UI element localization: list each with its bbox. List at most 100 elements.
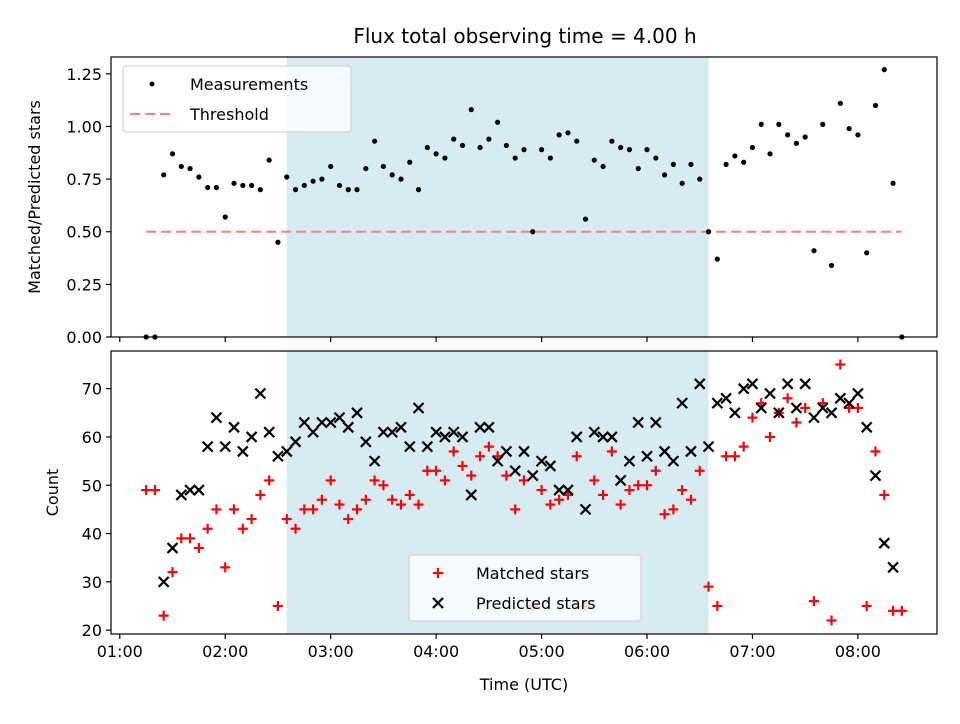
predicted-star-point — [412, 402, 425, 414]
measurement-point — [161, 172, 167, 178]
predicted-star-point — [254, 387, 267, 400]
measurement-point — [864, 250, 870, 256]
measurement-point — [231, 180, 237, 186]
predicted-star-point — [597, 431, 609, 443]
predicted-star-point — [623, 455, 636, 467]
predicted-star-point — [799, 378, 811, 390]
y-tick-label: 0.50 — [66, 223, 102, 242]
predicted-star-point — [773, 407, 785, 419]
measurement-point — [187, 165, 193, 172]
measurement-point — [653, 155, 659, 161]
y-tick-label: 1.00 — [66, 117, 102, 136]
predicted-star-point — [289, 436, 302, 448]
top-y-axis-label: Matched/Predicted stars — [25, 100, 44, 294]
measurement-point — [881, 67, 887, 73]
predicted-star-point — [869, 469, 882, 482]
measurement-point — [310, 178, 316, 184]
measurement-point — [714, 256, 720, 262]
predicted-star-point — [764, 387, 776, 400]
predicted-star-point — [562, 484, 574, 496]
measurement-point — [495, 119, 501, 125]
predicted-star-point — [491, 455, 504, 467]
predicted-star-point — [658, 445, 671, 458]
predicted-star-point — [483, 421, 495, 434]
bottom-panel: 20 30 40 50 60 70 01:00 02:00 03:00 04:00 05:00 06… — [43, 350, 938, 694]
measurement-point — [670, 161, 676, 167]
predicted-star-point — [342, 421, 355, 434]
y-tick-label: 60 — [82, 428, 102, 447]
predicted-star-point — [588, 426, 601, 438]
predicted-star-point — [447, 426, 460, 438]
measurement-point — [477, 144, 483, 151]
top-panel: 0.00 0.25 0.50 0.75 1.00 1.25 Matched/Predict… — [25, 56, 938, 347]
predicted-star-point — [720, 392, 732, 405]
measurement-point — [292, 187, 299, 193]
measurement-point — [723, 161, 729, 167]
predicted-star-point — [157, 576, 170, 588]
measurement-point — [301, 182, 307, 189]
predicted-star-point — [518, 445, 530, 458]
predicted-star-point — [755, 402, 768, 414]
predicted-star-point — [606, 431, 618, 443]
measurement-point — [749, 144, 756, 151]
measurement-point — [688, 161, 694, 167]
predicted-star-point — [746, 378, 759, 390]
measurement-point — [512, 155, 518, 161]
predicted-star-point — [360, 436, 372, 448]
measurement-point — [591, 157, 597, 163]
top-x-ticks — [119, 337, 859, 342]
measurement-point — [363, 165, 369, 172]
measurement-point — [600, 163, 606, 170]
measurement-point — [547, 155, 553, 161]
predicted-star-point — [324, 416, 337, 429]
measurement-point — [468, 107, 474, 113]
predicted-star-point — [878, 537, 891, 549]
predicted-star-point — [667, 455, 680, 467]
measurement-point — [424, 144, 430, 151]
chart-title: Flux total observing time = 4.00 h — [353, 24, 696, 48]
predicted-star-point — [272, 450, 284, 463]
measurement-point — [284, 174, 290, 180]
measurement-point — [828, 262, 835, 269]
predicted-star-point — [729, 407, 741, 419]
measurement-point — [767, 151, 773, 157]
measurement-point — [582, 216, 589, 222]
measurement-point — [372, 138, 378, 144]
measurement-point — [380, 163, 387, 170]
measurement-point — [486, 136, 492, 142]
predicted-star-point — [650, 416, 662, 429]
predicted-star-point — [641, 450, 653, 463]
measurement-point — [530, 229, 536, 235]
predicted-star-point — [676, 397, 688, 409]
predicted-star-point — [808, 411, 820, 424]
predicted-star-point — [781, 378, 794, 390]
predicted-star-point — [535, 455, 548, 467]
predicted-star-point — [430, 426, 442, 438]
predicted-star-point — [887, 561, 899, 574]
predicted-star-point — [210, 411, 223, 424]
measurement-point — [222, 214, 228, 220]
measurement-point — [661, 172, 668, 178]
y-tick-label: 50 — [82, 476, 102, 495]
predicted-star-point — [263, 426, 275, 438]
measurement-point — [644, 147, 650, 153]
measurement-point — [872, 102, 879, 109]
measurement-point — [758, 121, 764, 127]
legend-marker-predicted-stars — [432, 597, 444, 609]
measurement-point — [538, 147, 545, 153]
measurement-point — [266, 157, 272, 163]
measurement-point — [521, 147, 527, 153]
predicted-star-point — [307, 426, 319, 438]
predicted-star-point — [544, 460, 557, 472]
legend-cross-mark — [432, 597, 444, 609]
measurement-point — [398, 176, 404, 182]
x-tick-label: 01:00 — [97, 642, 143, 661]
bottom-legend-box — [408, 554, 642, 622]
predicted-star-point — [219, 440, 232, 453]
measurement-point — [635, 165, 641, 172]
y-tick-label: 1.25 — [66, 65, 102, 84]
measurement-point — [345, 187, 351, 193]
predicted-star-point — [456, 431, 469, 443]
predicted-star-point — [852, 387, 864, 400]
